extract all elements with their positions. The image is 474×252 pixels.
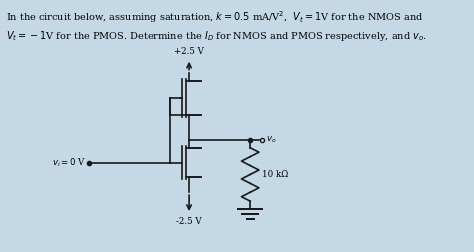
Text: +2.5 V: +2.5 V [174,47,204,56]
Text: In the circuit below, assuming saturation, $k = 0.5$ mA/V$^2$,  $V_t = 1$V for t: In the circuit below, assuming saturatio… [6,9,423,25]
Text: $V_t = -1$V for the PMOS. Determine the $I_D$ for NMOS and PMOS respectively, an: $V_t = -1$V for the PMOS. Determine the … [6,29,427,43]
Text: -2.5 V: -2.5 V [176,217,202,226]
Text: 10 kΩ: 10 kΩ [263,170,289,179]
Text: $v_o$: $v_o$ [266,135,276,145]
Text: $v_i = 0$ V: $v_i = 0$ V [52,156,86,169]
